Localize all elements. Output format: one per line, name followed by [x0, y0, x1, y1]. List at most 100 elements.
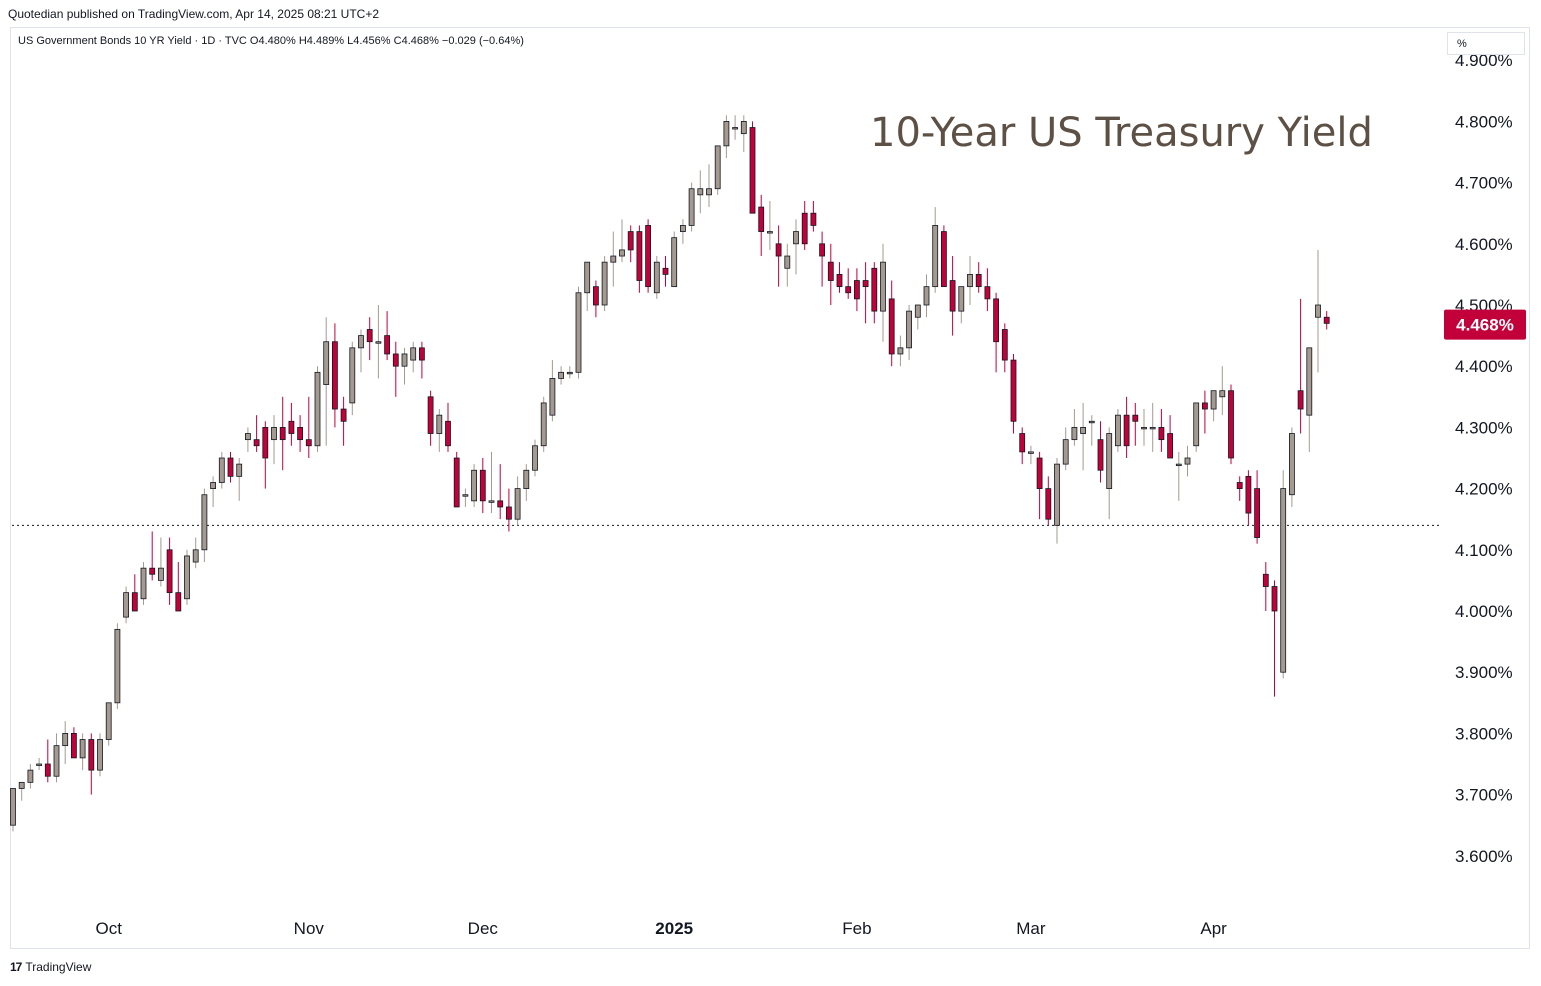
candle [1141, 409, 1147, 446]
y-tick-label: 3.600% [1455, 847, 1513, 866]
candle-body [36, 763, 42, 766]
candle [540, 396, 547, 452]
candle-body [288, 420, 295, 434]
y-tick-label: 3.800% [1455, 724, 1513, 743]
candle [706, 164, 712, 208]
candle-body [941, 231, 947, 288]
footer-brand[interactable]: 17 TradingView [10, 960, 91, 974]
candle [714, 145, 721, 195]
candle [305, 396, 312, 458]
candle-body [236, 463, 243, 477]
candle [871, 262, 878, 324]
candle-body [1219, 390, 1226, 398]
x-tick-label: Nov [294, 919, 325, 938]
candle [140, 562, 147, 605]
candle-body [880, 261, 886, 312]
candle-body [88, 739, 95, 771]
y-tick-label: 4.900% [1455, 51, 1513, 70]
x-tick-label: Feb [842, 919, 871, 938]
candle-body [1071, 426, 1078, 441]
unit-selector[interactable]: % [1447, 32, 1525, 55]
candle-body [1062, 439, 1069, 465]
candle-body [575, 292, 582, 373]
candle-body [888, 298, 895, 355]
candle [958, 286, 965, 324]
candle-body [819, 243, 825, 257]
candle [340, 396, 347, 446]
y-tick-label: 3.700% [1455, 786, 1513, 805]
candle-body [340, 408, 347, 422]
x-tick-label: Apr [1200, 919, 1227, 938]
candle-body [53, 745, 60, 777]
candle-body [906, 310, 912, 349]
candle [79, 733, 86, 771]
candle [767, 200, 773, 250]
candle-body [958, 286, 965, 312]
candle-body [1019, 433, 1026, 453]
candle [314, 366, 321, 452]
candle-body [305, 439, 312, 447]
candle-body [1001, 329, 1008, 361]
candle-body [793, 231, 799, 245]
candle-body [688, 188, 695, 226]
candle [1175, 451, 1182, 501]
candle [279, 396, 286, 471]
candle [1280, 470, 1287, 679]
candle-body [566, 371, 573, 375]
candle-body [932, 225, 939, 288]
candle [897, 335, 904, 367]
candle [662, 256, 669, 287]
candle-body [714, 145, 721, 190]
candle-body [723, 121, 730, 147]
candle [1080, 402, 1086, 471]
candle-body [62, 733, 69, 747]
candle-body [1228, 390, 1234, 459]
candle-body [662, 267, 669, 275]
candle [688, 182, 695, 232]
candle [366, 317, 373, 361]
candle-body [1289, 433, 1295, 496]
candle [297, 415, 304, 452]
candle-body [297, 426, 304, 441]
candle-body [1236, 482, 1243, 490]
candle [888, 280, 895, 367]
candle-body [897, 347, 904, 355]
symbol-legend[interactable]: US Government Bonds 10 YR Yield · 1D · T… [18, 35, 524, 47]
candle-body [854, 280, 860, 300]
candle [627, 225, 634, 263]
candle [462, 488, 469, 507]
candle-body [131, 592, 138, 612]
candle-body [514, 488, 521, 520]
candle-body [488, 500, 495, 503]
candle [331, 323, 338, 428]
candle-body [79, 739, 86, 759]
candle [349, 341, 356, 416]
candle [114, 623, 121, 709]
candle [1202, 390, 1208, 434]
candle [375, 305, 382, 379]
candle [1115, 409, 1121, 452]
candle-body [810, 212, 817, 226]
candle [62, 721, 69, 764]
candle-body [584, 261, 591, 294]
tradingview-logo-icon: 17 [10, 960, 22, 974]
candle [436, 409, 443, 452]
chart-title: 10-Year US Treasury Yield [870, 110, 1373, 156]
publisher-caption: Quotedian published on TradingView.com, … [8, 7, 380, 21]
candle-body [149, 567, 156, 575]
candle-body [1088, 420, 1095, 424]
candle-body [749, 127, 756, 214]
candle-body [210, 482, 217, 490]
candle-body [410, 347, 417, 361]
candle-body [1158, 426, 1165, 441]
candle [271, 415, 277, 465]
candle [1088, 415, 1095, 446]
candle [1167, 415, 1173, 459]
candle [697, 170, 704, 214]
candle [1323, 311, 1330, 330]
candle [801, 200, 808, 250]
candle [671, 231, 678, 288]
candle-body [619, 249, 625, 257]
candle-body [601, 261, 608, 306]
